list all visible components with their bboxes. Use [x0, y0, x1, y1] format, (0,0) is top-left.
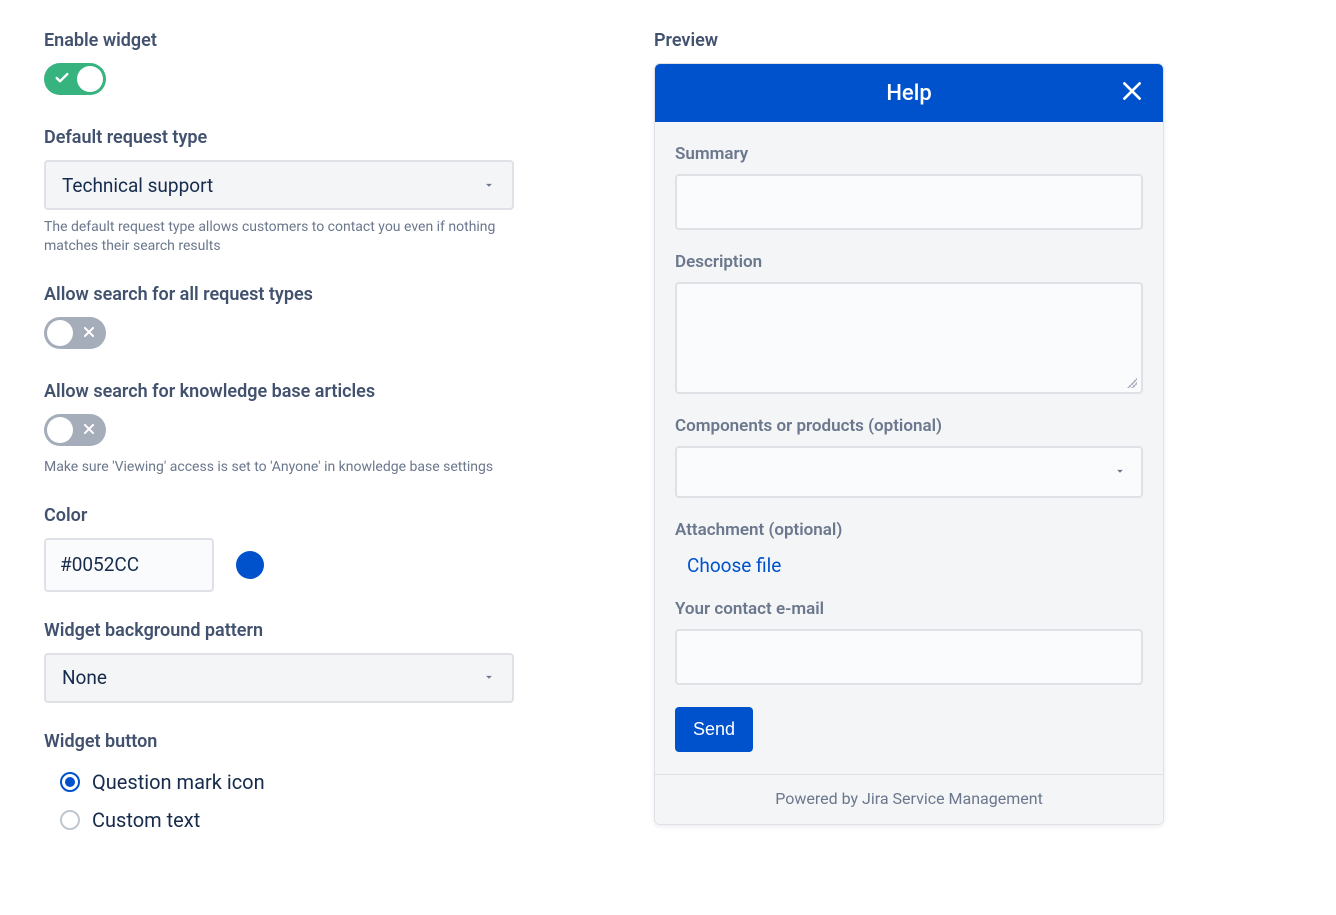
toggle-knob [47, 320, 73, 346]
background-pattern-label: Widget background pattern [44, 620, 514, 641]
preview-panel: Help Summary Description Components or p… [654, 63, 1164, 825]
components-label: Components or products (optional) [675, 416, 1143, 436]
radio-label: Custom text [92, 808, 200, 832]
widget-button-label: Widget button [44, 731, 514, 752]
chevron-down-icon [482, 174, 496, 197]
widget-button-option-question-mark[interactable]: Question mark icon [60, 770, 514, 794]
preview-footer: Powered by Jira Service Management [655, 774, 1163, 824]
radio-label: Question mark icon [92, 770, 265, 794]
allow-search-kb-field: Allow search for knowledge base articles… [44, 381, 514, 477]
enable-widget-label: Enable widget [44, 30, 514, 51]
chevron-down-icon [1113, 463, 1127, 482]
color-value: #0052CC [60, 553, 139, 576]
color-label: Color [44, 505, 514, 526]
summary-label: Summary [675, 144, 1143, 164]
background-pattern-select[interactable]: None [44, 653, 514, 703]
summary-input[interactable] [675, 174, 1143, 230]
widget-settings-panel: Enable widget Default request type Techn… [44, 30, 514, 885]
allow-search-request-types-toggle[interactable] [44, 317, 106, 349]
description-field: Description [675, 252, 1143, 394]
components-select[interactable] [675, 446, 1143, 498]
preview-section-label: Preview [654, 30, 1292, 51]
color-swatch[interactable] [236, 551, 264, 579]
widget-button-field: Widget button Question mark icon Custom … [44, 731, 514, 832]
default-request-type-field: Default request type Technical support T… [44, 127, 514, 256]
widget-button-option-custom-text[interactable]: Custom text [60, 808, 514, 832]
contact-email-field: Your contact e-mail [675, 599, 1143, 685]
description-label: Description [675, 252, 1143, 272]
enable-widget-field: Enable widget [44, 30, 514, 99]
background-pattern-value: None [62, 666, 107, 689]
color-field: Color #0052CC [44, 505, 514, 592]
choose-file-link[interactable]: Choose file [675, 550, 781, 577]
preview-title: Help [886, 81, 931, 106]
default-request-type-value: Technical support [62, 174, 213, 197]
color-input[interactable]: #0052CC [44, 538, 214, 592]
preview-header: Help [655, 64, 1163, 122]
contact-email-label: Your contact e-mail [675, 599, 1143, 619]
attachment-field: Attachment (optional) Choose file [675, 520, 1143, 577]
allow-search-kb-help: Make sure 'Viewing' access is set to 'An… [44, 458, 514, 477]
enable-widget-toggle[interactable] [44, 63, 106, 95]
allow-search-request-types-label: Allow search for all request types [44, 284, 514, 305]
preview-body: Summary Description Components or produc… [655, 122, 1163, 774]
background-pattern-field: Widget background pattern None [44, 620, 514, 703]
send-button[interactable]: Send [675, 707, 753, 752]
check-icon [54, 70, 70, 90]
allow-search-request-types-field: Allow search for all request types [44, 284, 514, 353]
allow-search-kb-label: Allow search for knowledge base articles [44, 381, 514, 402]
default-request-type-select[interactable]: Technical support [44, 160, 514, 210]
toggle-knob [77, 66, 103, 92]
summary-field: Summary [675, 144, 1143, 230]
toggle-knob [47, 417, 73, 443]
preview-column: Preview Help Summary Description Compone… [654, 30, 1292, 885]
allow-search-kb-toggle[interactable] [44, 414, 106, 446]
components-field: Components or products (optional) [675, 416, 1143, 498]
attachment-label: Attachment (optional) [675, 520, 1143, 540]
chevron-down-icon [482, 666, 496, 689]
radio-icon [60, 772, 80, 792]
close-icon [82, 421, 96, 440]
default-request-type-help: The default request type allows customer… [44, 218, 514, 256]
close-icon [82, 324, 96, 343]
description-textarea[interactable] [675, 282, 1143, 394]
close-icon[interactable] [1119, 78, 1145, 110]
contact-email-input[interactable] [675, 629, 1143, 685]
default-request-type-label: Default request type [44, 127, 514, 148]
radio-icon [60, 810, 80, 830]
